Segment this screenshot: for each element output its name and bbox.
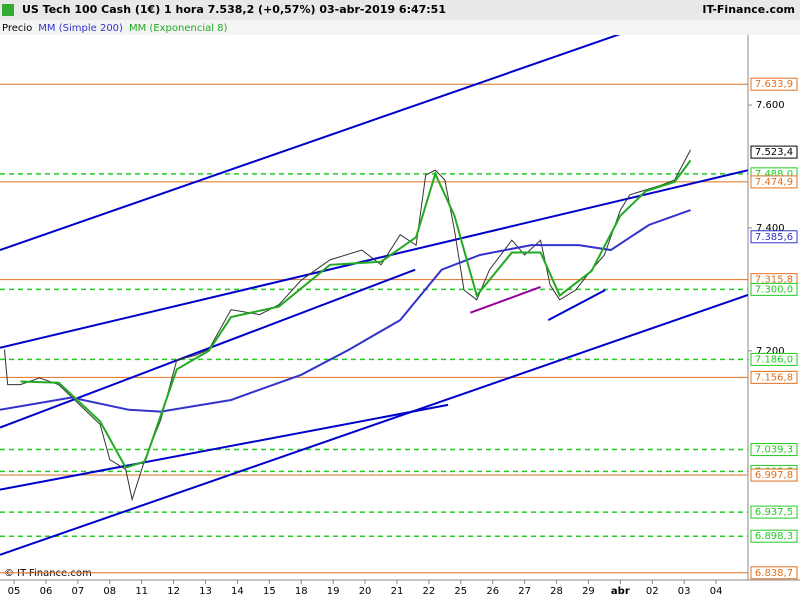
legend-entry: MM (Simple 200) (38, 23, 123, 34)
level-label: 6.838,7 (755, 568, 793, 579)
header-bar (0, 0, 800, 20)
x-tick-label: 18 (295, 586, 308, 597)
x-tick-label: 02 (646, 586, 659, 597)
level-label: 7.039,3 (755, 445, 793, 456)
level-label: 7.315,8 (755, 275, 793, 286)
x-tick-label: 08 (103, 586, 116, 597)
level-label-box (750, 468, 798, 482)
level-label: 6.898,3 (755, 531, 793, 542)
watermark: © IT-Finance.com (4, 568, 92, 579)
plot-area (0, 35, 748, 574)
level-label-box (750, 175, 798, 189)
series-line (20, 159, 692, 469)
logo-icon (2, 4, 14, 16)
level-label: 6.937,5 (755, 507, 793, 518)
brand: IT-Finance.com (702, 3, 795, 16)
series-line (0, 209, 691, 413)
level-label-box (750, 505, 798, 519)
level-label-box (750, 282, 798, 296)
x-tick-label: 14 (231, 586, 244, 597)
x-tick-label: 04 (710, 586, 723, 597)
level-label-box (750, 370, 798, 384)
level-label: 7.474,9 (755, 177, 793, 188)
y-tick-label: 7.400 (756, 223, 785, 234)
trendline (0, 403, 449, 491)
x-tick-label: 12 (167, 586, 180, 597)
x-tick-label: 06 (40, 586, 53, 597)
x-tick-label: abr (611, 586, 630, 597)
x-tick-label: 03 (678, 586, 691, 597)
marker-label: 7.523,4 (755, 147, 793, 158)
x-tick-label: 11 (135, 586, 148, 597)
x-tick-label: 20 (359, 586, 372, 597)
marker-label: 7.385,6 (755, 232, 793, 243)
level-label-box (750, 443, 798, 457)
level-label-box (750, 529, 798, 543)
trendline (0, 35, 621, 251)
y-tick-label: 7.600 (756, 100, 785, 111)
x-tick-label: 26 (486, 586, 499, 597)
trendline (470, 285, 541, 314)
x-tick-label: 25 (454, 586, 467, 597)
level-label: 7.156,8 (755, 372, 793, 383)
series-line (3, 149, 692, 502)
x-tick-label: 15 (263, 586, 276, 597)
y-tick-label: 7.200 (756, 346, 785, 357)
x-tick-label: 07 (71, 586, 84, 597)
x-tick-label: 13 (199, 586, 212, 597)
x-tick-label: 29 (582, 586, 595, 597)
legend-bar (0, 20, 800, 35)
x-tick-label: 27 (518, 586, 531, 597)
x-tick-label: 22 (423, 586, 436, 597)
x-tick-label: 21 (391, 586, 404, 597)
trendline (0, 293, 748, 556)
x-tick-label: 05 (8, 586, 21, 597)
level-label: 7.300,0 (755, 284, 793, 295)
level-label-box (750, 77, 798, 91)
level-label: 6.997,8 (755, 470, 793, 481)
chart-title: US Tech 100 Cash (1€) 1 hora 7.538,2 (+0… (22, 3, 446, 16)
level-label-box (750, 352, 798, 366)
legend-entry: Precio (2, 23, 32, 34)
level-label: 7.488,0 (755, 169, 793, 180)
x-tick-label: 28 (550, 586, 563, 597)
x-tick-label: 19 (327, 586, 340, 597)
trendline (547, 289, 606, 321)
marker-box (750, 145, 798, 159)
trendline (0, 268, 416, 429)
level-label: 7.186,0 (755, 354, 793, 365)
level-label-box (750, 566, 798, 580)
legend-entry: MM (Exponencial 8) (129, 23, 228, 34)
marker-box (750, 230, 798, 244)
level-label: 7.633,9 (755, 79, 793, 90)
